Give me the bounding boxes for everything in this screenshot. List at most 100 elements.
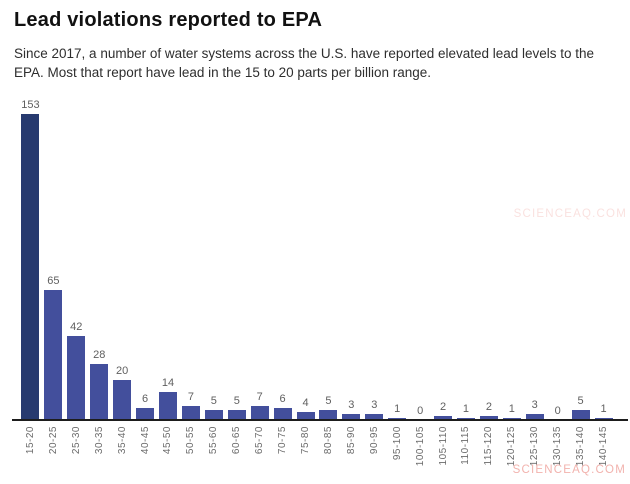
x-tick: 85-90 (340, 426, 363, 454)
bar-value-label: 3 (348, 399, 355, 411)
bar-value-label: 3 (371, 399, 378, 411)
x-tick: 50-55 (179, 426, 202, 454)
bar-value-label: 20 (116, 365, 129, 377)
x-tick-label: 100-105 (414, 426, 426, 467)
x-tick-label: 45-50 (162, 426, 174, 455)
bar-value-label: 1 (508, 403, 515, 415)
x-tick-label: 115-120 (483, 426, 495, 466)
bar-value-label: 5 (325, 395, 332, 407)
bar (181, 406, 200, 420)
x-tick: 20-25 (42, 426, 65, 454)
x-tick-label: 35-40 (116, 426, 128, 455)
bar-value-label: 3 (531, 399, 538, 411)
bar-group: 28 (88, 92, 111, 420)
x-tick: 125-130 (523, 426, 546, 466)
bar-group: 6 (134, 92, 157, 420)
x-tick-label: 125-130 (529, 426, 541, 467)
bar-value-label: 1 (462, 403, 470, 415)
x-tick: 70-75 (271, 426, 294, 454)
bar-group: 14 (157, 92, 180, 420)
x-tick-label: 30-35 (93, 426, 105, 455)
x-axis-labels: 15-20 20-25 25-30 30-35 35-40 40-45 45-50 50-55… (19, 426, 615, 466)
x-tick: 95-100 (386, 426, 409, 460)
bar-group: 5 (569, 92, 592, 420)
x-tick: 60-65 (225, 426, 248, 454)
bar (227, 410, 246, 420)
bar-value-label: 2 (439, 401, 447, 413)
subtitle-line-2: EPA. Most that report have lead in the 1… (14, 65, 431, 80)
x-tick-label: 70-75 (277, 426, 289, 455)
bar-value-label: 5 (210, 395, 217, 407)
bar-group: 5 (225, 92, 248, 420)
bar-group: 0 (409, 92, 432, 420)
chart-title: Lead violations reported to EPA (14, 9, 323, 31)
bar-value-label: 0 (417, 405, 424, 417)
x-tick-label: 95-100 (391, 426, 403, 461)
bar-value-label: 153 (21, 99, 40, 111)
x-tick-label: 40-45 (139, 426, 151, 455)
bar-value-label: 1 (394, 403, 401, 415)
x-axis-line (12, 419, 628, 421)
bar (525, 414, 544, 420)
bar-value-label: 0 (554, 405, 561, 417)
bar (90, 364, 109, 420)
bar-group: 3 (340, 92, 363, 420)
bar-group: 3 (523, 92, 546, 420)
x-tick-label: 140-145 (598, 426, 609, 467)
x-tick-label: 75-80 (300, 426, 312, 455)
subtitle-line-1: Since 2017, a number of water systems ac… (14, 46, 595, 61)
bar-group: 1 (455, 92, 478, 420)
bar-value-label: 4 (302, 397, 309, 409)
bar-group: 2 (477, 92, 500, 420)
x-tick-label: 20-25 (47, 426, 59, 455)
bar-group: 3 (363, 92, 386, 420)
bar-group: 2 (432, 92, 455, 420)
x-tick: 80-85 (317, 426, 340, 454)
bar-value-label: 7 (256, 391, 263, 403)
bar (479, 416, 498, 420)
x-tick-label: 110-115 (460, 426, 472, 465)
x-tick: 140-145 (592, 426, 615, 466)
x-tick: 110-115 (455, 426, 478, 465)
bar (67, 336, 86, 420)
x-tick: 55-60 (202, 426, 225, 454)
x-tick: 30-35 (88, 426, 111, 454)
bar-value-label: 1 (600, 403, 607, 415)
x-tick: 25-30 (65, 426, 88, 454)
bar-value-label: 5 (233, 395, 240, 407)
bar-group: 5 (202, 92, 225, 420)
x-tick: 135-140 (569, 426, 592, 466)
x-tick: 65-70 (248, 426, 271, 454)
x-tick-label: 25-30 (70, 426, 82, 455)
x-tick: 120-125 (500, 426, 523, 466)
bar (342, 414, 361, 420)
x-tick: 45-50 (157, 426, 180, 454)
bar-group: 1 (592, 92, 615, 420)
x-tick-label: 60-65 (231, 426, 243, 455)
bar-group: 1 (386, 92, 409, 420)
bars: 153 65 42 28 20 6 14 7 5 5 7 6 4 5 3 3 1 0 2 1 2 1 3 0 5 1 (19, 92, 615, 420)
bar (204, 410, 223, 420)
x-tick: 115-120 (477, 426, 500, 465)
x-tick-label: 120-125 (506, 426, 518, 467)
bar-value-label: 7 (187, 391, 194, 403)
bar (44, 290, 63, 420)
bar (250, 406, 269, 420)
bar (21, 114, 40, 420)
watermark-bottom: SCIENCEAQ.COM (512, 464, 626, 476)
bar-group: 7 (179, 92, 202, 420)
x-tick: 40-45 (134, 426, 157, 454)
bar (319, 410, 338, 420)
bar-group: 65 (42, 92, 65, 420)
bar (434, 416, 453, 420)
bar-group: 0 (546, 92, 569, 420)
bar-group: 6 (271, 92, 294, 420)
bar (273, 408, 292, 420)
bar-group: 4 (294, 92, 317, 420)
bar-value-label: 28 (93, 349, 106, 361)
bar (136, 408, 155, 420)
bar-value-label: 5 (577, 395, 584, 407)
bar (365, 414, 384, 420)
bar-value-label: 2 (485, 401, 492, 413)
